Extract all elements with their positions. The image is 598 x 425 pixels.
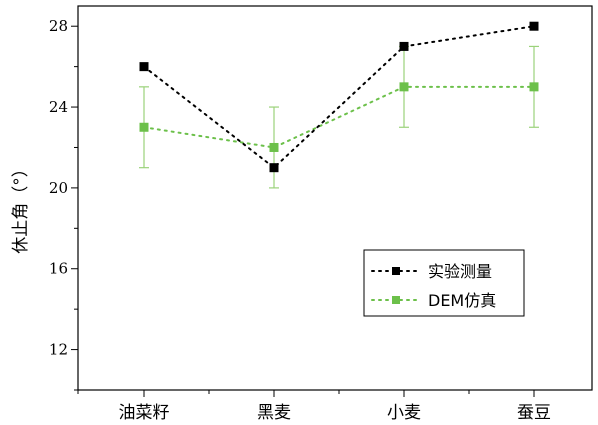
- y-tick-label: 28: [49, 17, 68, 35]
- data-point-dem: [269, 142, 279, 152]
- y-tick-label: 16: [49, 260, 68, 278]
- data-point-experiment: [139, 62, 149, 72]
- plot-frame: [77, 5, 593, 391]
- data-point-dem: [529, 82, 539, 92]
- y-axis-title: 休止角（°）: [11, 160, 31, 254]
- data-point-dem: [139, 122, 149, 132]
- series-lines: [143, 25, 535, 169]
- legend-marker-experiment: [392, 267, 400, 275]
- axes: 12 16 20 24 28 油菜籽 黑麦 小麦 蚕豆: [49, 5, 593, 423]
- x-tick-label: 小麦: [387, 403, 421, 423]
- legend-box: [363, 249, 525, 317]
- y-tick-label: 20: [49, 179, 68, 197]
- data-point-dem: [399, 82, 409, 92]
- series-line-experiment: [143, 25, 535, 169]
- legend-label-experiment: 实验测量: [428, 262, 492, 281]
- x-tick-label: 黑麦: [257, 403, 291, 423]
- legend-marker-dem: [392, 296, 400, 304]
- data-point-experiment: [529, 21, 539, 31]
- data-point-experiment: [269, 163, 279, 173]
- legend: 实验测量 DEM仿真: [363, 249, 525, 317]
- data-point-experiment: [399, 41, 409, 51]
- x-tick-label: 蚕豆: [517, 403, 551, 423]
- y-tick-label: 24: [49, 98, 68, 116]
- x-tick-label: 油菜籽: [119, 403, 170, 423]
- y-tick-label: 12: [49, 341, 68, 359]
- series-markers: [139, 21, 539, 173]
- legend-label-dem: DEM仿真: [428, 291, 496, 310]
- series-line-dem: [143, 85, 535, 149]
